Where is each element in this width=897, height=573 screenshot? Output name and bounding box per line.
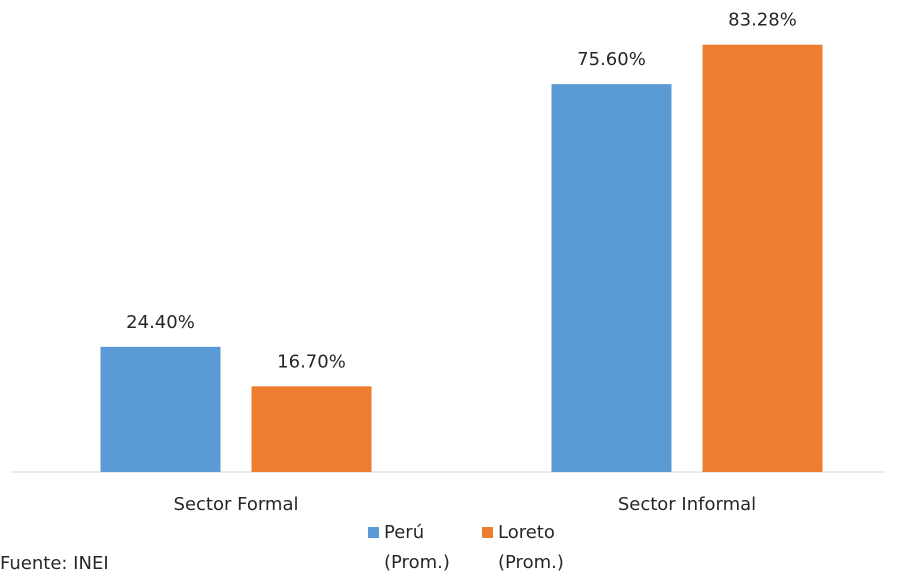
legend-label: Loreto (Prom.) bbox=[498, 522, 564, 573]
legend-swatch bbox=[368, 527, 379, 538]
data-label: 75.60% bbox=[577, 49, 646, 70]
data-label: 83.28% bbox=[728, 10, 797, 31]
x-tick-label: Sector Formal bbox=[174, 494, 299, 515]
data-label: 16.70% bbox=[277, 351, 346, 372]
source-note: Fuente: INEI bbox=[0, 553, 109, 573]
bar bbox=[100, 346, 221, 472]
x-tick-label: Sector Informal bbox=[618, 494, 756, 515]
legend-swatch bbox=[482, 527, 493, 538]
bar bbox=[251, 386, 372, 472]
bar bbox=[551, 84, 672, 472]
bar bbox=[702, 44, 823, 472]
data-label: 24.40% bbox=[126, 312, 195, 333]
legend-label: Perú (Prom.) bbox=[384, 522, 450, 573]
